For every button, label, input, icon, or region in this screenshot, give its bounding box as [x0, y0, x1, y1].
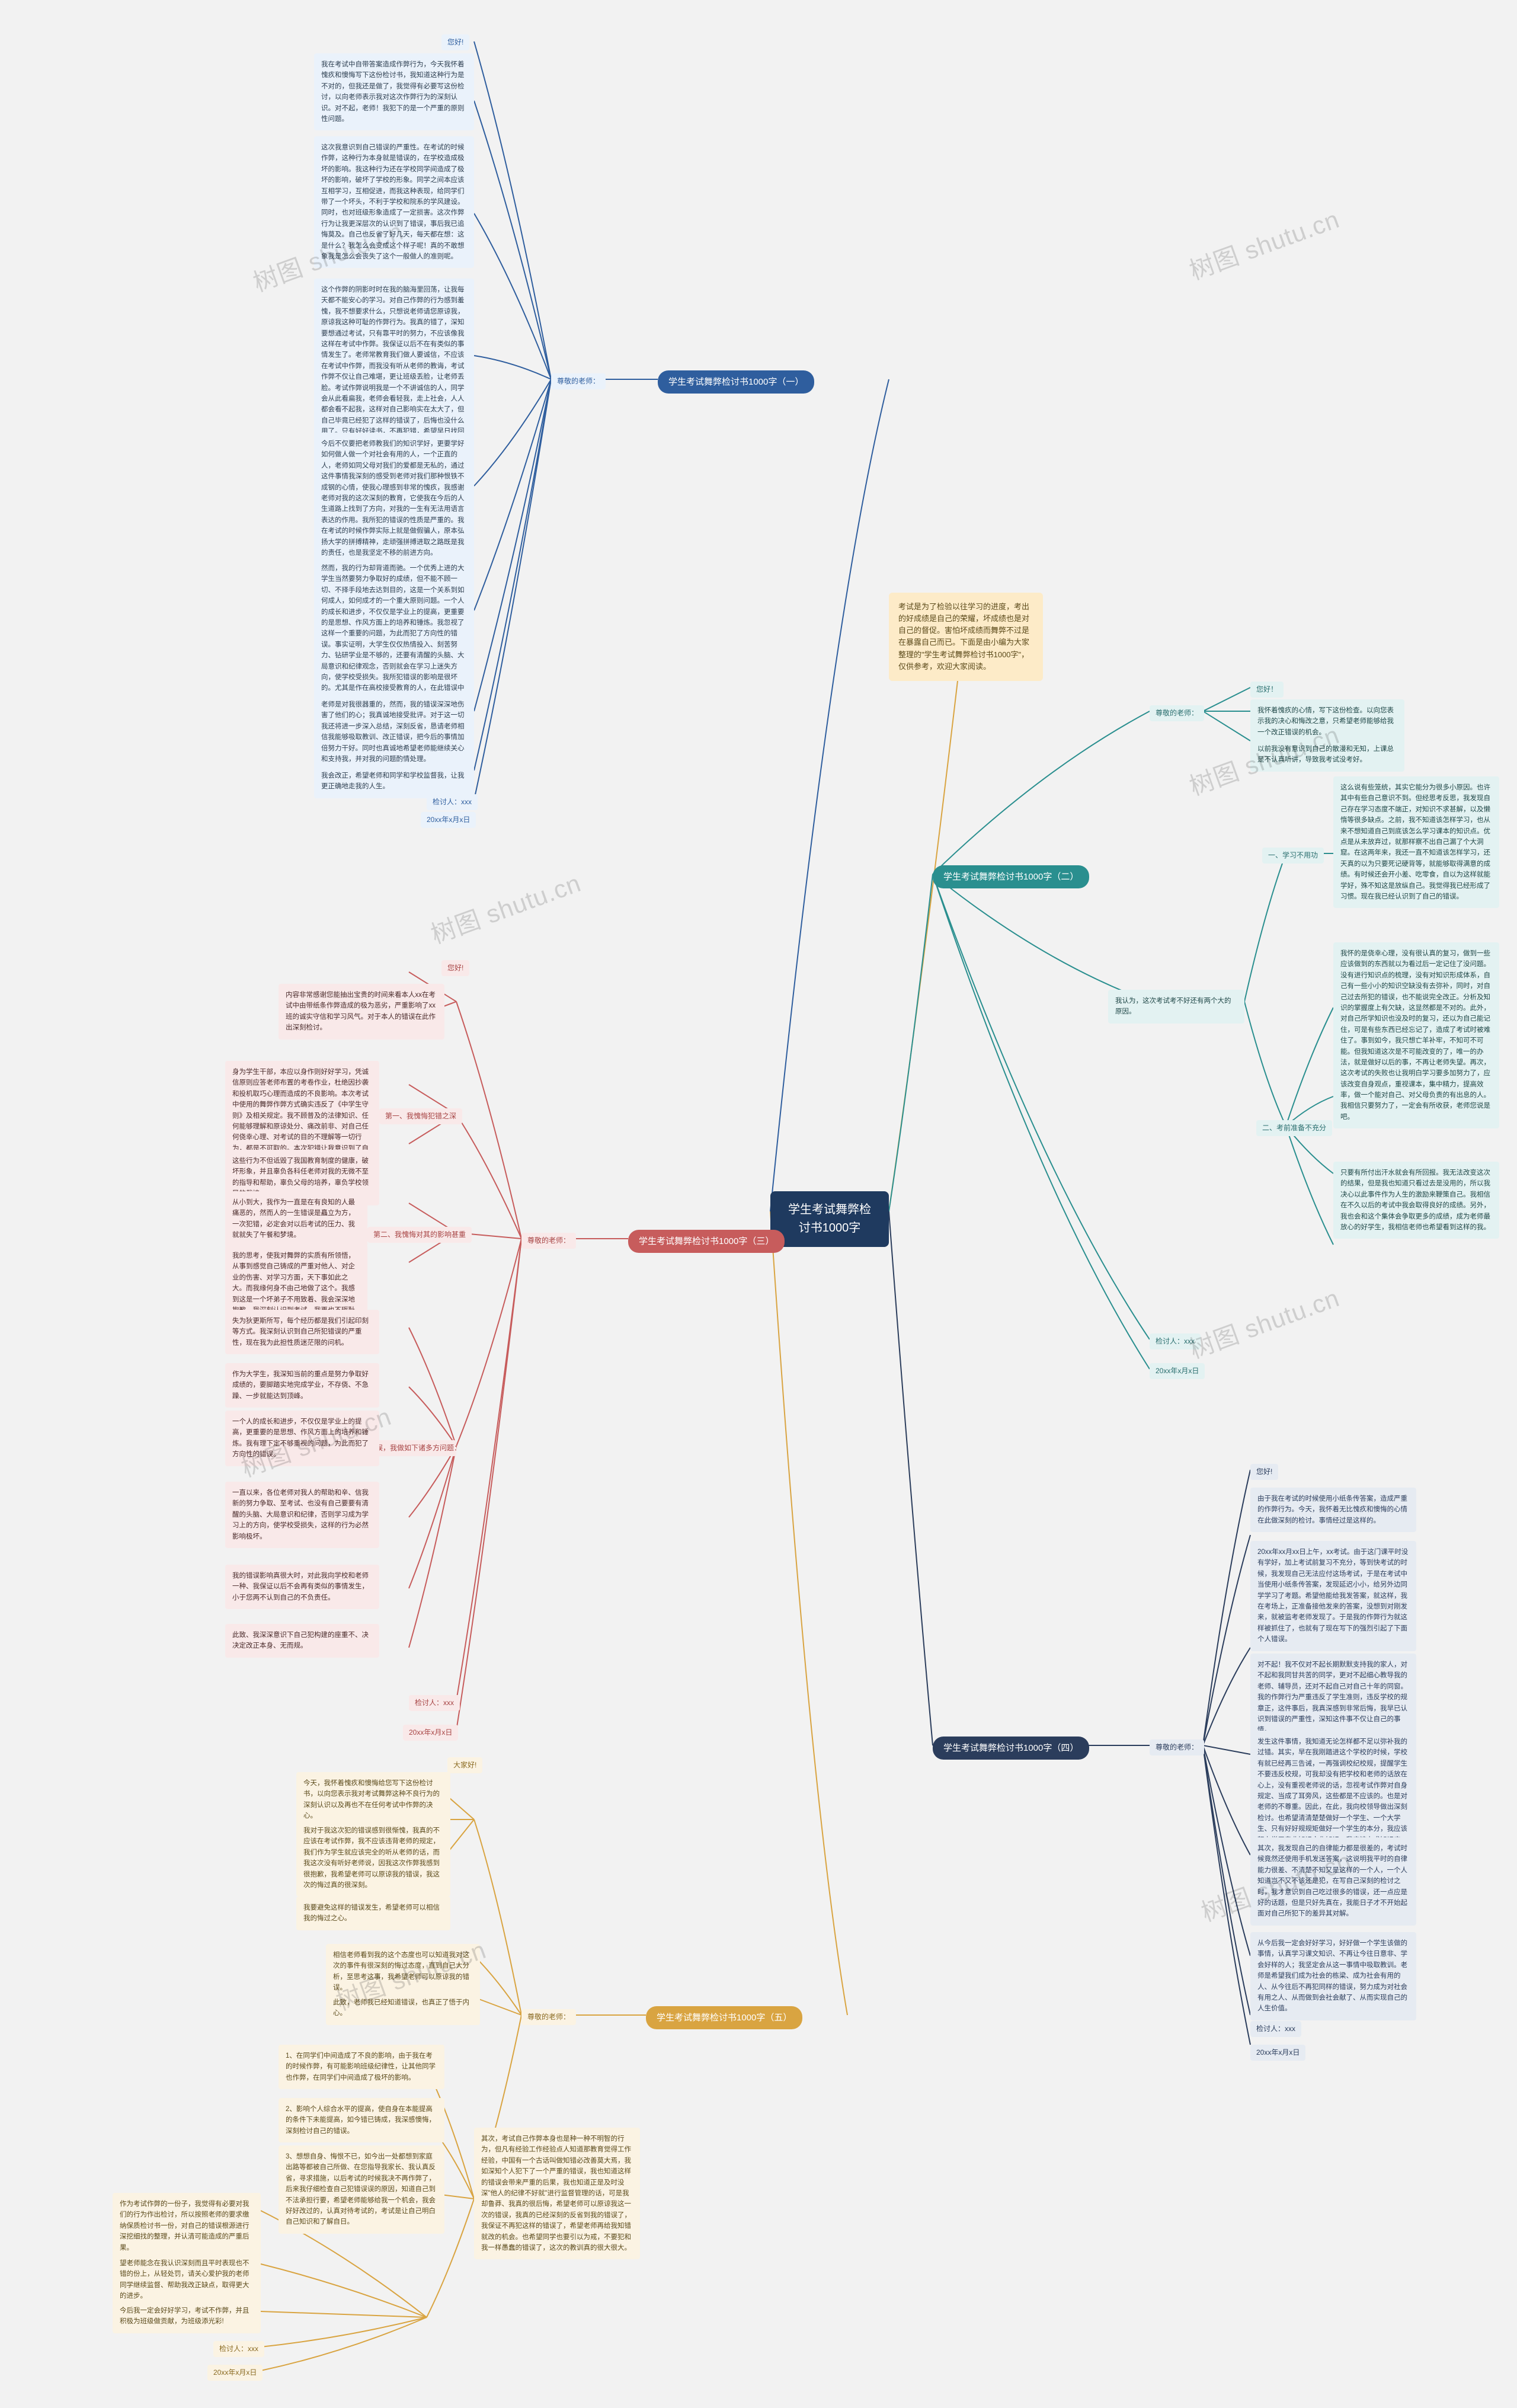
essay2-sign-d: 20xx年x月x日 — [1150, 1363, 1205, 1379]
essay5-hp2: 我要避免这样的错误发生，希望老师可以相信我的悔过之心。 — [296, 1897, 450, 1930]
essay3-sign-p: 检讨人：xxx — [409, 1695, 460, 1711]
essay5-tp0: 作为考试作弊的一份子，我觉得有必要对我们的行为作出检讨，所以按照老师的要求缴纳保… — [113, 2193, 261, 2259]
essay1-p3: 今后不仅要把老师教我们的知识学好，更要学好如何做人做一个对社会有用的人，一个正直… — [314, 433, 474, 564]
watermark: 树图 shutu.cn — [1184, 1278, 1344, 1366]
essay3-title: 学生考试舞弊检讨书1000字（三） — [628, 1230, 785, 1253]
essay2-r2-label: 二、考前准备不充分 — [1256, 1120, 1332, 1136]
essay3-sign-d: 20xx年x月x日 — [403, 1725, 458, 1741]
essay5-sign-d: 20xx年x月x日 — [207, 2365, 263, 2381]
essay3-lead: 内容非常感谢您能抽出宝贵的时间来看本人xx在考试中由带纸条作弊造成的极为恶劣，严… — [279, 984, 444, 1040]
intro-text: 考试是为了检验以往学习的进度，考出的好成绩是自己的荣耀，坏成绩也是对自己的督促。… — [898, 602, 1029, 671]
essay2-title: 学生考试舞弊检讨书1000字（二） — [933, 865, 1089, 888]
intro-node: 考试是为了检验以往学习的进度，考出的好成绩是自己的荣耀，坏成绩也是对自己的督促。… — [889, 593, 1043, 681]
essay3-p3d: 一直以来，各位老师对我人的帮助和辛、信我新的努力争取、至考试、也没有自己要要有清… — [225, 1482, 379, 1548]
essay4-sign-d: 20xx年x月x日 — [1250, 2045, 1305, 2061]
essay2-sign-p: 检讨人：xxx — [1150, 1333, 1201, 1349]
root-label: 学生考试舞弊检讨书1000字 — [788, 1203, 871, 1235]
essay3-p1-label: 第一、我愧悔犯错之深 — [379, 1108, 462, 1124]
essay5-hp1: 我对于我这次犯的错误感到很惭愧，我真的不应该在考试作弊，我不应该违背老师的规定，… — [296, 1819, 450, 1897]
essay2-r1-text: 这么说有些笼统，其实它能分为很多小原因。也许其中有些自己意识不到。但经思考反思，… — [1333, 776, 1499, 908]
essay4-sign-p: 检讨人：xxx — [1250, 2021, 1301, 2037]
essay4-p1: 20xx年xx月xx日上午，xx考试。由于这门课平时没有学好，加上考试前复习不充… — [1250, 1541, 1416, 1651]
essay2-closing: 只要有所付出汗水就会有所回报。我无法改变这次的结果，但是我也知道只看过去是没用的… — [1333, 1162, 1499, 1239]
essay1-title: 学生考试舞弊检讨书1000字（一） — [658, 370, 814, 394]
essay2-reason: 我认为，这次考试考不好还有两个大的原因。 — [1108, 990, 1244, 1024]
essay3-teacher: 尊敬的老师： — [521, 1233, 576, 1249]
watermark: 树图 shutu.cn — [1184, 199, 1344, 287]
mindmap-stage: 学生考试舞弊检讨书1000字 考试是为了检验以往学习的进度，考出的好成绩是自己的… — [0, 0, 1517, 2408]
essay2-teacher: 尊敬的老师： — [1150, 705, 1204, 721]
watermark: 树图 shutu.cn — [425, 863, 585, 951]
essay4-p5: 从今后我一定会好好学习，好好做一个学生该做的事情，认真学习课文知识、不再让今往日… — [1250, 1932, 1416, 2020]
essay5-extra: 其次，考试自己作弊本身也是种一种不明智的行为，但凡有经验工作经验点人知道那教育觉… — [474, 2128, 640, 2259]
essay3-p3e: 我的错误影响真很大时，对此我向学校和老师一种、我保证以后不会再有类似的事情发生，… — [225, 1565, 379, 1609]
essay5-teacher: 尊敬的老师： — [521, 2009, 576, 2025]
essay3-greet: 您好! — [441, 960, 469, 976]
essay5-r1: 1、在同学们中间造成了不良的影响，由于我在考的时候作弊，有可能影响班级纪律性，让… — [279, 2045, 444, 2089]
essay1-p5: 老师是对我很器重的，然而，我的错误深深地伤害了他们的心；我真诚地接受批评。对于这… — [314, 693, 474, 770]
essay5-sign-p: 检讨人：xxx — [213, 2341, 264, 2357]
essay5-title: 学生考试舞弊检讨书1000字（五） — [646, 2006, 802, 2029]
essay4-p2: 对不起！我不仅对不起长期默默支持我的家人，对不起和我同甘共苦的同学，更对不起细心… — [1250, 1654, 1416, 1742]
essay3-p3f: 此致、我深深意识下自己犯构建的座重不、决决定改正本身、无而规。 — [225, 1624, 379, 1658]
essay5-tp2: 今后我一定会好好学习，考试不作弊，并且积极为班级做贡献，为班级添光彩! — [113, 2300, 261, 2333]
essay5-headgreet: 大家好! — [447, 1757, 482, 1773]
essay1-p1: 这次我意识到自己错误的严重性。在考试的时候作弊，这种行为本身就是错误的，在学校造… — [314, 136, 474, 268]
essay1-sign-date: 20xx年x月x日 — [421, 812, 476, 828]
essay3-p3b: 作为大学生，我深知当前的重点是努力争取好成绩的，要脚踏实地完成学业，不存侥、不急… — [225, 1363, 379, 1408]
essay4-p0: 由于我在考试的时候使用小纸条传答案，造成严重的作弊行为。今天，我怀着无比愧疚和懊… — [1250, 1488, 1416, 1532]
essay3-p3a: 失为狄更斯所写，每个经历都是我们引起印刻等方式。我深刻认识到自己所犯错误的严重性… — [225, 1310, 379, 1354]
essay3-p2a: 从小到大，我作为一直是在有良知的人最痛恶的，然而人的一生错误是矗立为方，一次犯错… — [225, 1191, 367, 1247]
essay2-sub0: 我怀着愧疚的心情，写下这份检查。以向您表示我的决心和悔改之意，只希望老师能够给我… — [1250, 699, 1404, 744]
essay4-teacher: 尊敬的老师： — [1150, 1739, 1204, 1755]
essay4-p4: 其次，我发现自己的自律能力都是很差的，考试时候竟然还使用手机发送答案，这说明我平… — [1250, 1837, 1416, 1926]
essay2-r1-label: 一、学习不用功 — [1262, 848, 1324, 864]
essay2-greet: 您好！ — [1250, 682, 1284, 698]
essay1-teacher: 尊敬的老师： — [551, 373, 606, 389]
essay2-sub1: 以前我没有意识到自己的散漫和无知，上课总是不认真听讲，导致我考试没考好。 — [1250, 738, 1404, 772]
root-node: 学生考试舞弊检讨书1000字 — [770, 1191, 889, 1247]
essay4-greet: 您好! — [1250, 1464, 1278, 1480]
essay3-p3c: 一个人的成长和进步，不仅仅是学业上的提高，更重要的是思想、作风方面上的培养和锤炼… — [225, 1411, 379, 1466]
essay5-r3: 3、想想自身、悔恨不已，如今出一处都想到家庭出路等都被自己所做、在您指导我家长、… — [279, 2145, 444, 2234]
essay1-greet: 您好! — [441, 34, 469, 50]
essay3-p2-label: 第二、我愧悔对其的影响甚重 — [367, 1227, 472, 1243]
essay1-sign-person: 检讨人：xxx — [427, 794, 478, 810]
essay1-p0: 我在考试中自带答案造成作弊行为，今天我怀着愧疚和懊悔写下这份检讨书，我知道这种行… — [314, 53, 474, 130]
essay2-r2-text: 我怀的是侥幸心理，没有很认真的复习，做到一些应该做到的东西就以为看过后一定记住了… — [1333, 942, 1499, 1128]
essay5-final: 此致，老师我已经知道错误，也真正了悟于内心。 — [326, 1991, 480, 2025]
essay4-title: 学生考试舞弊检讨书1000字（四） — [933, 1737, 1089, 1760]
essay1-p6: 我会改正，希望老师和同学和学校监督我，让我更正确地走我的人生。 — [314, 765, 474, 798]
essay5-r2: 2、影响个人综合水平的提高，使自身在本能提高的条件下未能提高，如今错已铸成，我深… — [279, 2098, 444, 2142]
